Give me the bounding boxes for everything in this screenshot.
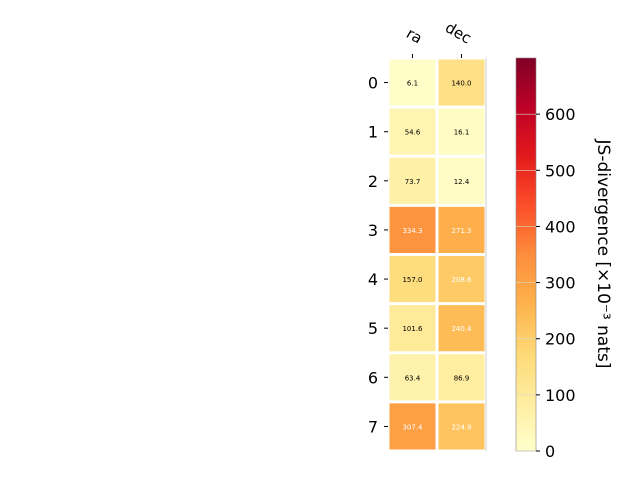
cell-value-label: 157.0 bbox=[402, 276, 422, 284]
y-tick-label: 2 bbox=[368, 172, 378, 191]
heatmap-cell bbox=[438, 403, 485, 450]
cell-value-label: 86.9 bbox=[454, 374, 470, 382]
colorbar-label: JS-divergence [×10⁻³ nats] bbox=[593, 139, 613, 369]
y-tick-label: 1 bbox=[368, 123, 378, 142]
heatmap-cell bbox=[389, 305, 436, 352]
cell-value-label: 208.6 bbox=[451, 276, 472, 284]
colorbar-tick-label: 0 bbox=[545, 442, 555, 461]
cell-value-label: 54.6 bbox=[405, 129, 421, 137]
heatmap-cell bbox=[438, 59, 485, 106]
colorbar-gradient bbox=[515, 57, 537, 452]
heatmap-cell bbox=[389, 157, 436, 204]
colorbar-ticks: 0 100 200 300 400 500 600 bbox=[516, 105, 576, 461]
heatmap-plot-area: 6.1 140.0 54.6 16.1 73.7 12.4 334.3 271.3 157.0 2… bbox=[389, 58, 487, 451]
cell-value-label: 6.1 bbox=[407, 80, 418, 88]
heatmap-cell bbox=[438, 305, 485, 352]
y-tick-label: 0 bbox=[368, 74, 378, 93]
colorbar-tick-label: 500 bbox=[545, 161, 576, 180]
cell-value-label: 224.9 bbox=[451, 423, 471, 431]
cell-value-label: 16.1 bbox=[454, 129, 470, 137]
heatmap-cell bbox=[389, 206, 436, 253]
cell-value-label: 63.4 bbox=[405, 374, 421, 382]
heatmap-cell bbox=[438, 256, 485, 303]
y-tick-labels: 0 1 2 3 4 5 6 7 bbox=[368, 74, 388, 436]
heatmap-cell bbox=[389, 59, 436, 106]
y-tick-label: 5 bbox=[368, 319, 378, 338]
y-tick-label: 4 bbox=[368, 270, 378, 289]
heatmap-cell bbox=[389, 108, 436, 155]
heatmap-cell bbox=[438, 157, 485, 204]
cell-value-label: 140.0 bbox=[451, 80, 471, 88]
heatmap-cell bbox=[438, 108, 485, 155]
cell-value-label: 307.4 bbox=[402, 423, 423, 431]
cell-value-label: 73.7 bbox=[405, 178, 421, 186]
heatmap-cell bbox=[389, 403, 436, 450]
cell-value-label: 12.4 bbox=[454, 178, 470, 186]
x-tick-labels: ra dec bbox=[403, 18, 475, 58]
y-tick-label: 7 bbox=[368, 417, 378, 436]
x-tick-label: dec bbox=[442, 18, 474, 47]
x-tick-label: ra bbox=[403, 24, 425, 47]
colorbar-tick-label: 100 bbox=[545, 386, 576, 405]
colorbar-tick-label: 200 bbox=[545, 330, 576, 349]
cell-value-label: 271.3 bbox=[451, 227, 471, 235]
cell-value-label: 101.6 bbox=[402, 325, 423, 333]
colorbar-tick-label: 600 bbox=[545, 105, 576, 124]
y-tick-label: 6 bbox=[368, 368, 378, 387]
heatmap-cell bbox=[389, 256, 436, 303]
heatmap-cell bbox=[438, 354, 485, 401]
colorbar-tick-label: 400 bbox=[545, 217, 576, 236]
heatmap-cell bbox=[389, 354, 436, 401]
heatmap-cell bbox=[438, 206, 485, 253]
colorbar: 0 100 200 300 400 500 600 JS-divergence [×10⁻³… bbox=[515, 57, 613, 461]
colorbar-tick-label: 300 bbox=[545, 274, 576, 293]
cell-value-label: 240.4 bbox=[451, 325, 472, 333]
y-tick-label: 3 bbox=[368, 221, 378, 240]
cell-value-label: 334.3 bbox=[402, 227, 422, 235]
